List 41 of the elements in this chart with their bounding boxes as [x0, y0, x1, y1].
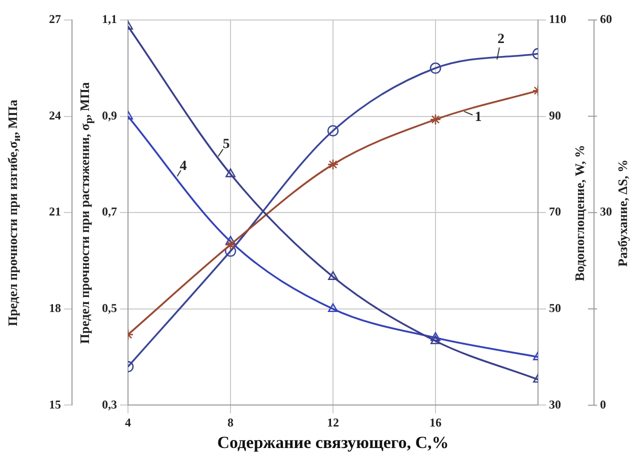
x-tick-label: 8: [228, 415, 234, 430]
y2-tick-label: 0,9: [102, 108, 117, 122]
y2-tick-label: 0,3: [102, 397, 117, 412]
y3-tick-label: 70: [549, 204, 561, 219]
series-label: 1: [474, 110, 482, 126]
point: [430, 62, 442, 74]
point: [430, 114, 442, 126]
y-axis-title: Разбухание, ΔS, %: [615, 159, 631, 266]
y2-tick-label: 0,5: [102, 300, 117, 315]
point: [327, 125, 339, 136]
point: [328, 303, 338, 312]
y2-tick-label: 1,1: [102, 12, 117, 26]
point: [224, 239, 236, 250]
y3-tick-label: 50: [549, 300, 561, 315]
y-tick-label: 18: [49, 300, 61, 315]
y-tick-label: 27: [49, 12, 61, 26]
x-tick-label: 12: [327, 415, 339, 430]
y3-axis-title: Водопоглощение, W, %: [572, 144, 588, 281]
y-tick-label: 21: [49, 204, 61, 219]
y-tick-label: 24: [49, 108, 61, 122]
y-tick-label: 60: [600, 12, 612, 26]
series-label: 2: [498, 32, 504, 48]
y-tick-label: 0: [600, 397, 606, 412]
y-tick-label: 15: [49, 397, 61, 412]
series-label: 5: [222, 136, 230, 152]
y3-tick-label: 30: [549, 397, 561, 412]
x-axis-title: Содержание связующего, С,%: [217, 433, 449, 452]
x-tick-label: 16: [430, 415, 442, 430]
point: [328, 271, 338, 280]
y2-tick-label: 0,7: [102, 204, 117, 219]
point: [226, 236, 236, 245]
series-label: 4: [180, 159, 187, 174]
point: [224, 245, 236, 257]
point: [430, 332, 440, 341]
point: [226, 168, 236, 178]
y3-tick-label: 90: [549, 108, 561, 122]
y3-tick-label: 110: [549, 12, 566, 26]
point: [430, 335, 440, 344]
point: [327, 158, 339, 170]
x-tick-label: 4: [125, 415, 131, 430]
y-tick-label: 30: [600, 204, 612, 219]
